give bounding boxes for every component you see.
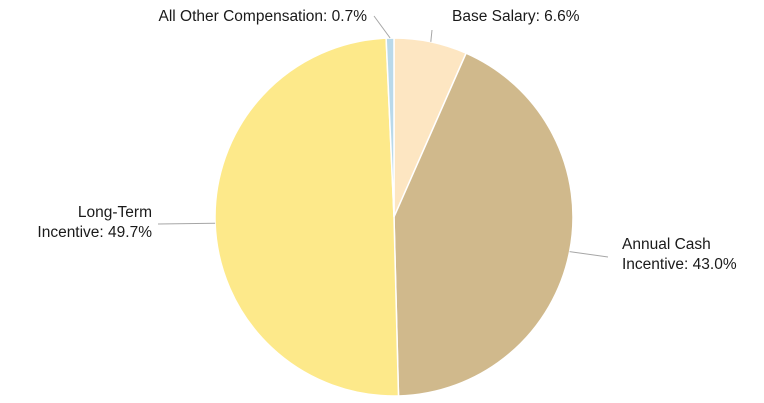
slice-label-4: All Other Compensation: 0.7% (159, 8, 368, 25)
pie-slice-4 (385, 37, 395, 218)
slice-label-line: Incentive: 43.0% (622, 256, 737, 273)
slice-label-line: Base Salary: 6.6% (452, 8, 580, 25)
slice-label-3: Long-Term Incentive: 49.7% (37, 204, 152, 241)
slice-label-1: Base Salary: 6.6% (452, 8, 580, 25)
pie-slice-3 (214, 37, 400, 397)
slice-label-2: Annual Cash Incentive: 43.0% (622, 236, 737, 273)
slice-labels: Base Salary: 6.6% Annual Cash Incentive: 4… (37, 8, 736, 273)
leader-line-3 (157, 222, 216, 225)
leader-lines (157, 15, 609, 258)
slice-label-line: Long-Term (78, 204, 152, 221)
slice-label-line: Annual Cash (622, 236, 711, 253)
leader-line-2 (569, 251, 609, 258)
pie-slices (214, 37, 574, 397)
slice-label-line: Incentive: 49.7% (37, 224, 152, 241)
leader-line-1 (430, 29, 433, 42)
leader-line-4 (373, 15, 391, 39)
slice-label-line: All Other Compensation: 0.7% (159, 8, 368, 25)
